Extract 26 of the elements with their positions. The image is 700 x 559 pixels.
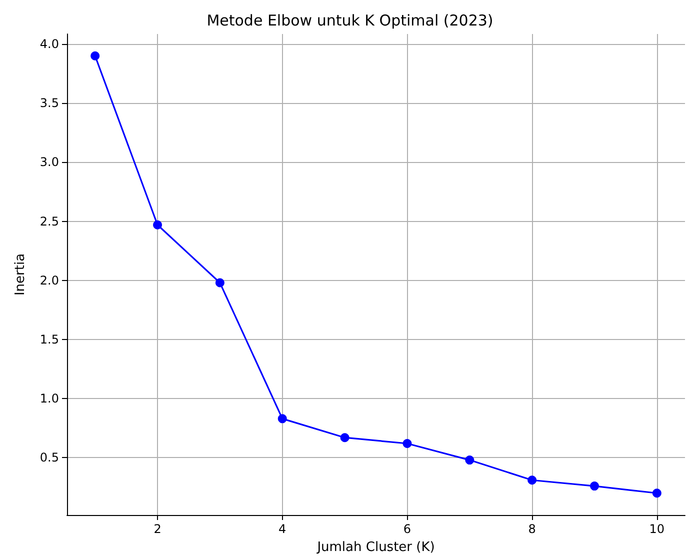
- point: [340, 433, 350, 442]
- point: [278, 414, 287, 424]
- point: [215, 278, 224, 288]
- point: [402, 439, 412, 448]
- y-tick-label: 2.0: [40, 273, 59, 288]
- y-tick-label: 0.5: [40, 450, 59, 465]
- point: [153, 220, 162, 230]
- x-tick-label: 8: [528, 522, 536, 536]
- y-tick-label: 1.5: [40, 332, 59, 346]
- point: [90, 51, 100, 60]
- y-axis-title: Inertia: [13, 253, 28, 296]
- y-tick-label: 3.5: [40, 96, 59, 110]
- y-tick-label: 3.0: [40, 155, 59, 170]
- point: [465, 456, 474, 465]
- point: [590, 482, 599, 491]
- point: [528, 476, 537, 485]
- x-tick-label: 4: [278, 522, 286, 536]
- x-tick-label: 10: [649, 522, 665, 536]
- y-tick-label: 1.0: [40, 392, 59, 406]
- x-tick-label: 2: [154, 522, 162, 536]
- point: [652, 488, 662, 498]
- x-tick-label: 6: [403, 522, 412, 536]
- y-tick-label: 2.5: [40, 214, 59, 228]
- y-tick-label: 4.0: [40, 37, 59, 52]
- chart-title: Metode Elbow untuk K Optimal (2023): [206, 12, 494, 30]
- x-axis-title: Jumlah Cluster (K): [316, 540, 435, 555]
